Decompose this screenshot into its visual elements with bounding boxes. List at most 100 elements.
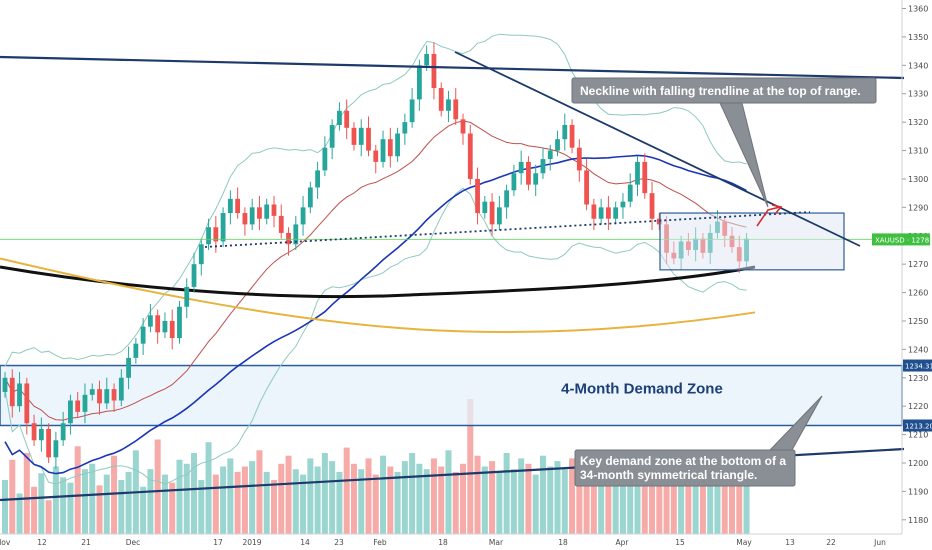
price-tick-label: 1250 bbox=[908, 317, 928, 326]
volume-bar bbox=[409, 453, 416, 534]
volume-bar bbox=[685, 458, 692, 534]
time-tick-label: 12 bbox=[37, 538, 47, 547]
volume-bar bbox=[496, 471, 503, 534]
volume-bar bbox=[547, 466, 554, 534]
candle bbox=[257, 195, 262, 231]
candle bbox=[24, 377, 30, 435]
current-price-tag: XAUUSD · 1278.71 bbox=[872, 233, 932, 246]
volume-bar bbox=[510, 469, 517, 534]
volume-bar bbox=[256, 450, 263, 534]
candle bbox=[97, 380, 102, 415]
candle-body bbox=[148, 315, 153, 327]
volume-bar bbox=[52, 466, 59, 534]
candle bbox=[322, 136, 328, 177]
candle-body bbox=[38, 428, 44, 441]
volume-bar bbox=[612, 466, 619, 534]
time-tick-label: Feb bbox=[373, 538, 387, 547]
price-axis[interactable]: 1180 1190 1200 1210 1220 1230 1240 1250 1260 1270… bbox=[901, 0, 928, 534]
candle bbox=[206, 218, 211, 250]
volume-bar bbox=[569, 458, 576, 534]
volume-bar bbox=[576, 453, 583, 534]
candle-body bbox=[322, 147, 328, 171]
candle bbox=[635, 156, 640, 196]
candle-body bbox=[53, 440, 59, 458]
candle bbox=[300, 195, 306, 236]
candle-body bbox=[496, 207, 502, 225]
candle-body bbox=[257, 207, 262, 219]
candle bbox=[547, 144, 553, 171]
candle-body bbox=[213, 227, 219, 242]
candle bbox=[606, 195, 611, 231]
key-zone-callout-line-1: Key demand zone at the bottom of a bbox=[580, 454, 786, 468]
candle bbox=[460, 113, 466, 145]
candle bbox=[315, 161, 321, 199]
time-tick-label: 2019 bbox=[242, 538, 261, 547]
candle bbox=[569, 119, 575, 154]
volume-bar bbox=[140, 486, 147, 534]
time-tick-label: 14 bbox=[300, 538, 310, 547]
candle bbox=[591, 198, 597, 231]
volume-bar bbox=[663, 471, 670, 534]
volume-bar bbox=[678, 466, 685, 534]
candle-body bbox=[2, 377, 8, 392]
candle-body bbox=[235, 198, 241, 214]
candle bbox=[111, 383, 117, 412]
candle-body bbox=[60, 423, 66, 441]
candle-body bbox=[555, 139, 560, 151]
candle bbox=[53, 431, 59, 469]
volume-bar bbox=[38, 473, 45, 534]
candle bbox=[220, 207, 226, 248]
candle bbox=[184, 278, 190, 319]
current-price-tag-text: XAUUSD · 1278.71 bbox=[875, 236, 932, 244]
volume-bar bbox=[598, 461, 605, 534]
candle-body bbox=[169, 320, 175, 339]
volume-bar bbox=[707, 466, 714, 534]
candle bbox=[533, 164, 539, 196]
candle bbox=[17, 372, 22, 412]
volume-bar bbox=[343, 447, 350, 534]
candle-body bbox=[293, 224, 299, 245]
candle-body bbox=[380, 139, 386, 162]
candle bbox=[148, 303, 153, 333]
candle-body bbox=[97, 389, 102, 404]
volume-bar bbox=[16, 493, 23, 534]
volume-bar bbox=[401, 461, 408, 534]
volume-bar bbox=[118, 480, 125, 534]
projection-arrowhead bbox=[771, 204, 783, 215]
volume-bar bbox=[241, 466, 248, 534]
candle-body bbox=[82, 394, 88, 412]
time-axis[interactable]: Nov 12 21 Dec 17 2019 14 23 Feb 18 Mar 18 Apr 15 May 13… bbox=[0, 533, 902, 547]
candle bbox=[649, 181, 655, 231]
candle bbox=[438, 82, 444, 117]
volume-bar bbox=[285, 455, 292, 534]
time-tick-label: 23 bbox=[334, 538, 344, 547]
zone-bottom-tag-bg bbox=[903, 419, 932, 432]
candle-body bbox=[584, 170, 589, 205]
candle-body bbox=[431, 53, 437, 89]
candle-body bbox=[424, 53, 430, 66]
candle-body bbox=[351, 127, 357, 145]
candle bbox=[482, 195, 488, 219]
volume-bar bbox=[9, 459, 16, 534]
ma-200 bbox=[0, 265, 756, 299]
volume-bar bbox=[307, 458, 314, 534]
zone-top-tag-text: 1234.31 bbox=[905, 363, 932, 371]
range-box bbox=[659, 212, 845, 271]
volume-bar bbox=[699, 455, 706, 534]
candle-body bbox=[569, 124, 575, 148]
time-tick-label: 22 bbox=[826, 538, 836, 547]
candle bbox=[198, 238, 204, 276]
volume-bar bbox=[394, 471, 401, 534]
bollinger-bands bbox=[4, 33, 747, 485]
candle-body bbox=[402, 122, 408, 134]
candle-body bbox=[358, 127, 364, 145]
volume-bar bbox=[619, 469, 626, 534]
zone-bottom-tag-text: 1213.20 bbox=[905, 422, 932, 430]
volume-bar bbox=[627, 463, 634, 534]
volume-bar bbox=[96, 485, 103, 534]
candle bbox=[82, 383, 88, 424]
candle bbox=[344, 99, 350, 140]
time-tick-label: 18 bbox=[558, 538, 568, 547]
volume-bar bbox=[183, 463, 190, 534]
